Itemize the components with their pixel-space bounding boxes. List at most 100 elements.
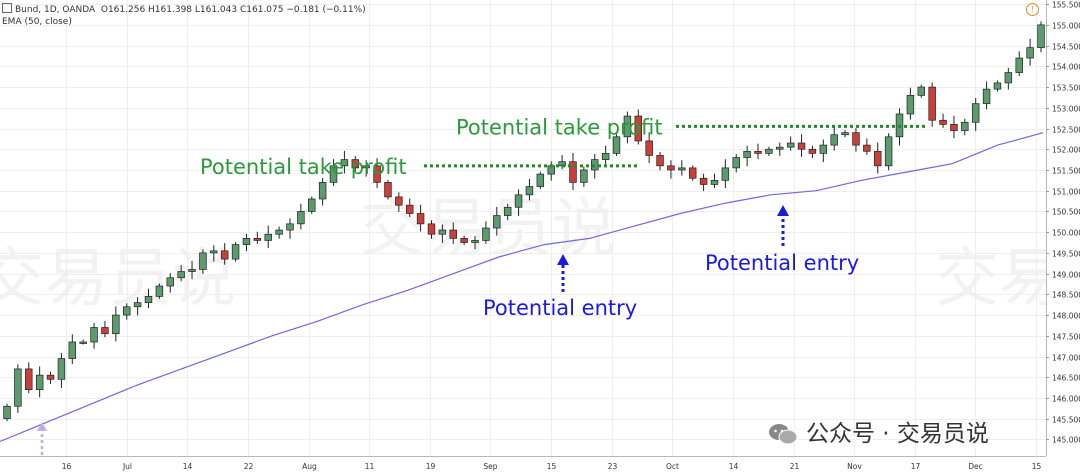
candle-body [830,134,838,146]
candle-body [329,165,338,183]
candle-body [25,368,33,391]
time-tick-label: 23 [608,462,618,471]
time-tick-label: Nov [847,462,862,471]
candle-body [776,146,784,150]
candle [667,160,675,179]
candle [35,366,44,398]
candle [79,339,87,345]
candle [906,87,915,120]
candle [710,173,719,188]
candle [57,352,66,389]
candle [634,109,643,145]
price-tick-label: 147.000 [1052,354,1080,363]
price-tick-label: 151.500 [1052,167,1080,176]
candle [275,226,283,239]
candle [797,134,806,157]
candle-body [90,327,98,343]
candle-body [786,142,795,148]
candle-body [1037,24,1045,49]
entry-label-2: Potential entry [705,251,859,275]
candle [547,161,555,181]
time-tick-label: Aug [302,462,317,471]
price-tick-label: 146.000 [1052,395,1080,404]
price-axis[interactable]: 145.000 145.500 146.000 146.500 147.000 147.5… [1046,0,1080,474]
price-tick-label: 148.000 [1052,312,1080,321]
candle [884,133,893,171]
candle-body [525,186,534,196]
candle-body [351,159,360,169]
candle-body [536,173,545,187]
time-tick-label: 17 [911,462,921,471]
candle [362,160,370,177]
candle [721,159,730,188]
take-profit-label-1: Potential take profit [200,155,407,179]
candle-body [155,285,164,297]
candle-body [384,182,392,198]
candle-body [220,250,229,260]
candle-body [416,213,425,225]
annotations-layer: Potential take profit Potential take prof… [37,115,928,455]
candle-body [297,211,305,225]
candle-body [656,155,664,167]
time-axis[interactable]: 16 Jul 14 22 Aug 11 19 Sep 15 23 Oct 14 21 Nov 17 Dec 15 [0,456,1046,472]
candle [318,177,327,206]
candle [939,113,947,128]
candle-body [841,132,849,136]
candle-body [14,368,22,407]
candle [1037,21,1045,53]
candle-body [460,238,468,243]
price-axis-bg [1046,0,1080,474]
candle [3,403,11,422]
alert-clock-icon[interactable]: ! [1026,3,1039,16]
price-tick-label: 146.500 [1052,374,1080,383]
bg-watermark-0: 交易员说 [0,242,236,316]
candle [808,145,817,158]
candle [373,158,381,188]
candle-body [982,88,991,104]
candle [449,222,457,244]
symbol-label: Bund, 1D, OANDA [15,5,96,15]
price-tick-label: 149.000 [1052,271,1080,280]
time-tick-label: 14 [729,462,739,471]
candle-body [754,150,762,154]
candle [525,178,534,201]
entry-label-1: Potential entry [483,296,637,320]
candle [482,221,490,244]
candle [210,245,218,262]
candle-body [199,252,207,270]
candle-body [275,229,283,235]
candle-body [482,227,490,241]
time-tick-label: 15 [1032,462,1042,471]
candle [297,203,305,230]
candle [982,81,991,110]
entry-arrow-head-2 [777,205,789,216]
time-tick-label: Dec [968,462,983,471]
candle [645,132,653,164]
candle-body [133,302,142,308]
candle-body [688,167,697,179]
candle-body [1026,47,1034,59]
candle [503,203,512,221]
candle-body [503,206,512,216]
candle-body [874,150,882,167]
candle [231,242,240,262]
candle [754,143,762,159]
candle-body [449,229,457,239]
collapse-icon[interactable] [2,3,12,13]
candle-body [928,86,936,121]
candle-body [68,341,77,359]
candle-body [144,296,153,303]
candle-body [721,167,730,181]
price-tick-label: 147.500 [1052,333,1080,342]
candle [166,273,174,293]
candle-body [569,161,577,183]
candle [743,145,751,167]
candle-body [743,150,751,158]
candle-body [634,115,643,142]
candle-body [177,271,185,279]
indicator-label[interactable]: EMA (50, close) [2,17,72,27]
candle [765,146,773,156]
candle [329,159,338,186]
candle [732,154,740,173]
candle [1004,67,1013,90]
